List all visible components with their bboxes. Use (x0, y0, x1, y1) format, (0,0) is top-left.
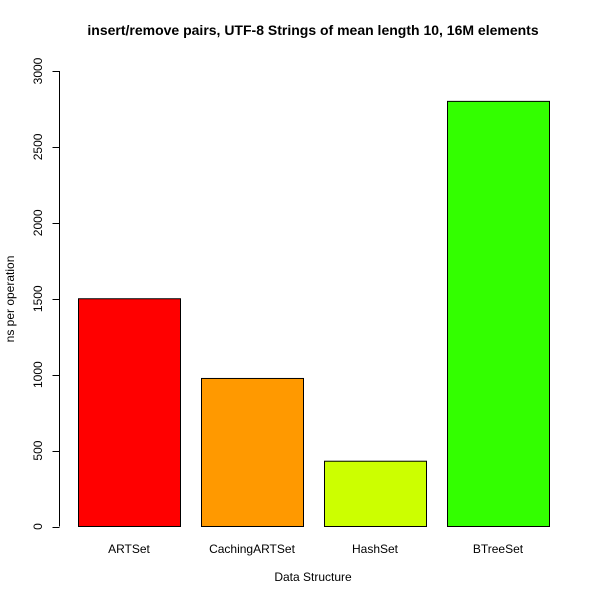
y-axis-label: ns per operation (3, 256, 17, 343)
bar-hashset (324, 460, 427, 527)
y-axis: 0 500 1000 1500 2000 2500 3000 (31, 57, 60, 530)
x-tick-label: CachingARTSet (209, 542, 295, 556)
x-tick-labels: ARTSet CachingARTSet HashSet BTreeSet (108, 542, 524, 556)
bar-artset (78, 298, 181, 527)
y-tick-label: 500 (31, 440, 45, 460)
bar-cachingartset (201, 377, 304, 527)
x-tick-label: BTreeSet (473, 542, 524, 556)
x-tick-label: ARTSet (108, 542, 150, 556)
y-tick-label: 2500 (31, 133, 45, 160)
chart-title: insert/remove pairs, UTF-8 Strings of me… (87, 22, 538, 38)
x-axis-label: Data Structure (274, 570, 352, 584)
y-tick-label: 0 (31, 523, 45, 530)
y-tick-label: 1000 (31, 361, 45, 388)
y-tick-label: 3000 (31, 57, 45, 84)
y-tick-label: 1500 (31, 285, 45, 312)
y-tick-label: 2000 (31, 209, 45, 236)
bar-btreeset (447, 100, 550, 527)
x-tick-label: HashSet (352, 542, 399, 556)
bar-series (78, 100, 550, 527)
